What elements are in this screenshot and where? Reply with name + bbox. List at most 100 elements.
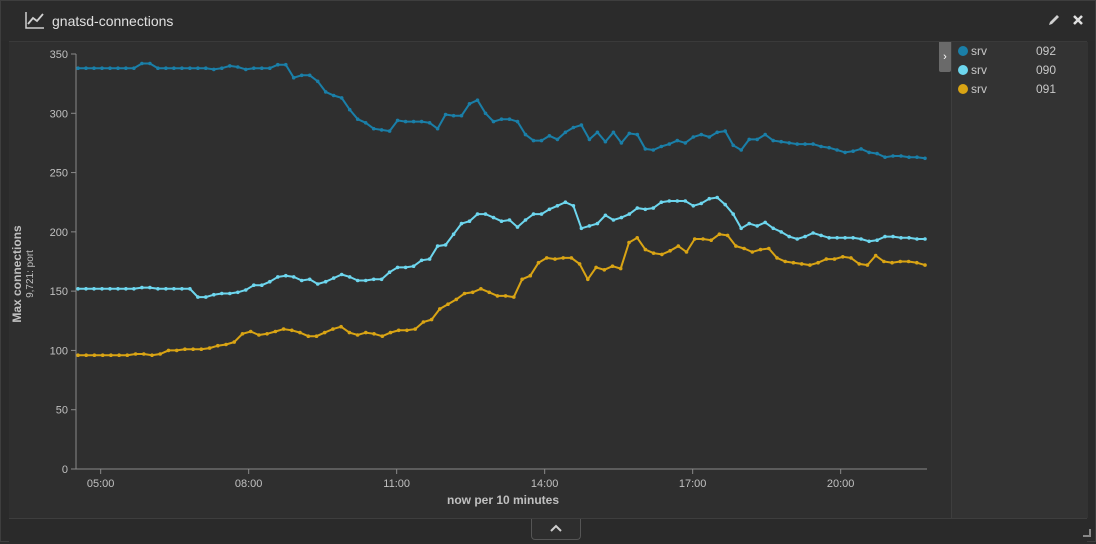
data-point xyxy=(915,260,919,265)
data-point xyxy=(715,130,719,135)
data-point xyxy=(587,224,592,228)
data-point xyxy=(387,270,392,274)
data-point xyxy=(347,330,352,335)
data-point xyxy=(331,276,336,280)
data-point xyxy=(675,138,680,143)
data-point xyxy=(547,207,552,212)
data-point xyxy=(427,257,432,261)
data-point xyxy=(819,144,823,149)
data-point xyxy=(835,148,839,152)
data-point xyxy=(791,260,796,265)
data-point xyxy=(164,287,168,291)
panel-title: gnatsd-connections xyxy=(52,13,174,29)
data-point xyxy=(315,282,320,286)
data-point xyxy=(148,61,152,66)
data-point xyxy=(668,249,672,253)
data-point xyxy=(315,79,320,84)
expand-panel-button[interactable] xyxy=(531,519,581,540)
close-icon[interactable] xyxy=(1071,13,1085,27)
data-point xyxy=(395,265,400,270)
data-point xyxy=(923,263,927,267)
data-point xyxy=(372,332,376,336)
data-point xyxy=(771,226,775,231)
data-point xyxy=(799,262,804,266)
data-point xyxy=(446,302,450,307)
data-point xyxy=(643,207,648,212)
data-point xyxy=(923,156,927,161)
data-point xyxy=(84,353,88,358)
data-point xyxy=(898,259,903,264)
data-point xyxy=(643,147,648,151)
data-point xyxy=(244,288,248,292)
data-point xyxy=(216,343,220,348)
data-point xyxy=(379,128,384,132)
data-point xyxy=(148,285,152,290)
data-point xyxy=(183,347,187,352)
data-point xyxy=(507,218,512,222)
data-point xyxy=(228,64,232,68)
data-point xyxy=(875,151,879,156)
data-point xyxy=(475,212,480,216)
data-point xyxy=(427,121,432,125)
data-point xyxy=(867,150,871,155)
data-point xyxy=(675,199,680,203)
data-point xyxy=(84,287,88,291)
data-point xyxy=(857,262,861,266)
data-point xyxy=(322,330,327,335)
chart-area: 0 50 100 150 200 250 300 350 05:00 08:00 11:00 14:0… xyxy=(9,41,1087,519)
data-point xyxy=(180,287,184,291)
series-line-1 xyxy=(78,196,925,299)
chart-series xyxy=(76,61,927,358)
data-point xyxy=(775,256,779,260)
data-point xyxy=(307,277,312,282)
data-point xyxy=(495,294,500,298)
data-point xyxy=(451,113,456,118)
data-point xyxy=(561,256,565,260)
data-point xyxy=(779,139,783,144)
y-tick-label: 200 xyxy=(50,227,68,239)
legend-item[interactable]: srv 090 xyxy=(958,63,1056,77)
data-point xyxy=(142,352,146,356)
data-point xyxy=(717,232,722,236)
data-point xyxy=(475,98,480,102)
legend-color-dot xyxy=(958,84,968,94)
data-point xyxy=(451,232,456,236)
data-point xyxy=(816,260,820,265)
data-point xyxy=(339,272,344,277)
data-point xyxy=(906,259,911,264)
data-point xyxy=(419,119,424,124)
data-point xyxy=(355,117,360,121)
data-point xyxy=(76,353,80,358)
resize-handle[interactable] xyxy=(1083,529,1091,537)
data-point xyxy=(603,213,608,218)
legend-item[interactable]: srv 091 xyxy=(958,82,1056,96)
data-point xyxy=(429,317,434,322)
data-point xyxy=(539,138,544,143)
data-point xyxy=(260,66,264,70)
data-point xyxy=(528,273,533,278)
data-point xyxy=(865,263,870,267)
data-point xyxy=(660,252,664,257)
legend-item-suffix: 092 xyxy=(1036,44,1057,58)
data-point xyxy=(228,291,232,296)
legend-collapse-button[interactable]: › xyxy=(939,42,951,72)
data-point xyxy=(124,287,128,291)
data-point xyxy=(396,328,401,333)
data-point xyxy=(172,287,176,291)
data-point xyxy=(276,62,280,67)
data-point xyxy=(515,119,520,124)
data-point xyxy=(611,218,616,222)
chart-axes: 0 50 100 150 200 250 300 350 05:00 08:00 11:00 14:0… xyxy=(50,49,927,490)
data-point xyxy=(236,65,240,69)
data-point xyxy=(108,287,112,291)
data-point xyxy=(140,61,144,66)
data-point xyxy=(651,148,656,152)
legend-item[interactable]: srv 092 xyxy=(958,44,1056,58)
data-point xyxy=(196,66,200,70)
edit-icon[interactable] xyxy=(1047,13,1061,27)
data-point xyxy=(355,278,360,283)
data-point xyxy=(108,66,112,70)
data-point xyxy=(298,330,302,335)
data-point xyxy=(224,342,228,347)
data-point xyxy=(462,291,467,296)
